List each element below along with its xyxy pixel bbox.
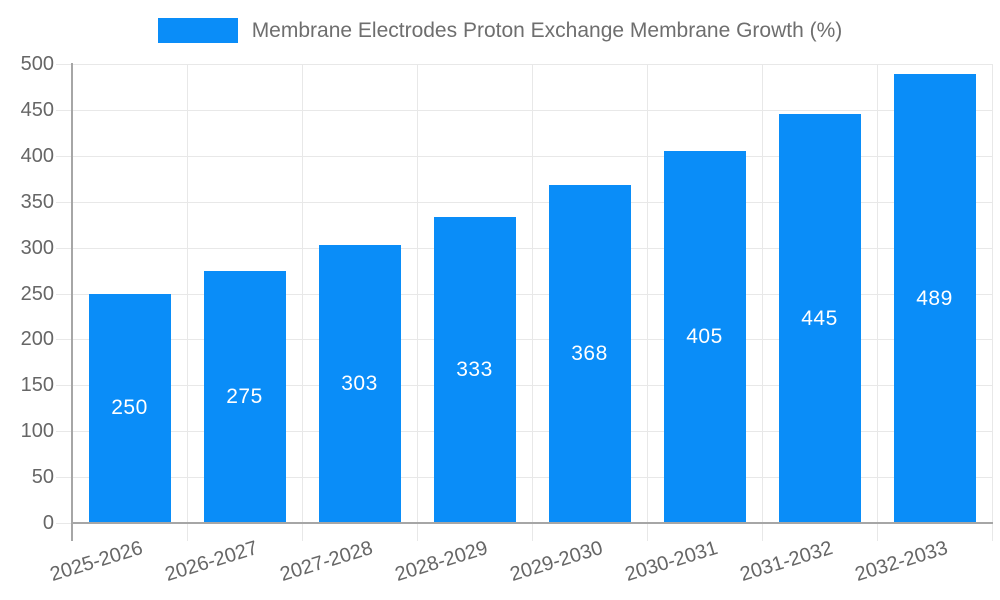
y-tick xyxy=(56,431,72,433)
y-axis-label: 400 xyxy=(20,144,54,167)
legend-label: Membrane Electrodes Proton Exchange Memb… xyxy=(251,19,843,42)
x-axis-line xyxy=(71,522,993,524)
v-gridline xyxy=(877,64,878,541)
y-tick xyxy=(56,385,72,387)
bar[interactable]: 445 xyxy=(778,114,861,523)
bar[interactable]: 275 xyxy=(203,270,286,523)
v-gridline xyxy=(532,64,533,541)
y-tick xyxy=(56,155,72,157)
y-axis-label: 300 xyxy=(20,236,54,259)
y-tick xyxy=(56,247,72,249)
bar[interactable]: 303 xyxy=(318,244,401,523)
bar[interactable]: 333 xyxy=(433,217,516,523)
bar-value-label: 405 xyxy=(686,325,723,349)
bar-value-label: 250 xyxy=(111,396,148,420)
y-axis-label: 450 xyxy=(20,98,54,121)
y-axis-line xyxy=(71,63,73,541)
bar-value-label: 275 xyxy=(226,384,263,408)
x-axis-label: 2027-2028 xyxy=(277,536,376,586)
v-gridline xyxy=(187,64,188,541)
v-gridline xyxy=(992,64,993,541)
bar-value-label: 489 xyxy=(916,286,953,310)
legend-swatch xyxy=(157,18,238,43)
y-axis-label: 200 xyxy=(20,328,54,351)
y-tick xyxy=(56,523,72,524)
y-tick xyxy=(56,293,72,295)
y-axis-label: 100 xyxy=(20,420,54,443)
y-tick xyxy=(56,64,72,65)
x-axis-label: 2028-2029 xyxy=(392,536,491,586)
bar[interactable]: 250 xyxy=(88,293,171,523)
bar-value-label: 333 xyxy=(456,358,493,382)
v-gridline xyxy=(417,64,418,541)
y-axis-label: 0 xyxy=(42,512,54,534)
x-axis-label: 2031-2032 xyxy=(737,536,836,586)
x-axis-label: 2025-2026 xyxy=(47,536,146,586)
y-axis-label: 50 xyxy=(31,466,54,489)
x-axis-label: 2030-2031 xyxy=(622,536,721,586)
y-axis-label: 150 xyxy=(20,374,54,397)
x-axis-label: 2032-2033 xyxy=(852,536,951,586)
y-axis-label: 500 xyxy=(20,53,54,75)
y-tick xyxy=(56,339,72,341)
legend[interactable]: Membrane Electrodes Proton Exchange Memb… xyxy=(0,18,1000,43)
bar-value-label: 368 xyxy=(571,342,608,366)
v-gridline xyxy=(762,64,763,541)
v-gridline xyxy=(647,64,648,541)
bar[interactable]: 368 xyxy=(548,185,631,523)
v-gridline xyxy=(302,64,303,541)
y-tick xyxy=(56,109,72,111)
bar-value-label: 303 xyxy=(341,371,378,395)
bar[interactable]: 405 xyxy=(663,151,746,523)
bar-value-label: 445 xyxy=(801,306,838,330)
y-tick xyxy=(56,201,72,203)
x-axis-label: 2029-2030 xyxy=(507,536,606,586)
y-tick xyxy=(56,477,72,479)
bar[interactable]: 489 xyxy=(893,74,976,523)
x-axis-label: 2026-2027 xyxy=(162,536,261,586)
y-axis-label: 350 xyxy=(20,190,54,213)
y-axis-label: 250 xyxy=(20,282,54,305)
